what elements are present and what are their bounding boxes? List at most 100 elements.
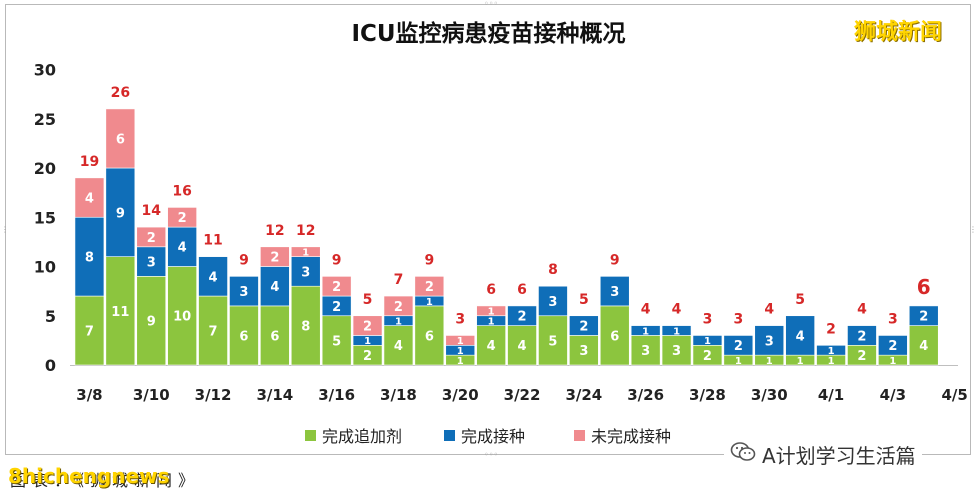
bar-segment xyxy=(785,315,815,356)
total-label: 5 xyxy=(795,292,805,308)
data-label: 1 xyxy=(673,326,680,337)
x-tick-label: 3/18 xyxy=(380,386,417,404)
total-label: 6 xyxy=(917,275,931,299)
footer-caption: 图表：《狮城新闻》 xyxy=(10,471,201,490)
total-label: 8 xyxy=(548,262,558,278)
data-label: 5 xyxy=(332,334,341,349)
bar-segment xyxy=(260,246,290,267)
data-label: 1 xyxy=(488,316,495,327)
data-label: 7 xyxy=(209,324,218,339)
legend-label: 完成接种 xyxy=(461,427,525,446)
watermark: A计划学习生活篇 xyxy=(724,440,922,468)
data-label: 2 xyxy=(332,300,341,315)
total-label: 11 xyxy=(203,233,222,249)
data-label: 1 xyxy=(457,336,464,347)
total-label: 4 xyxy=(641,302,651,318)
data-label: 2 xyxy=(270,251,279,266)
bar-segment xyxy=(445,335,476,346)
y-tick-label: 5 xyxy=(45,307,56,326)
data-label: 9 xyxy=(147,315,156,330)
data-label: 8 xyxy=(85,251,94,266)
footer-brand: 8hichengnews xyxy=(8,464,170,488)
data-label: 1 xyxy=(766,356,773,367)
data-label: 6 xyxy=(270,329,279,344)
bar-segment xyxy=(476,305,506,317)
bar-segment xyxy=(507,325,537,366)
data-label: 2 xyxy=(394,300,403,315)
total-label: 6 xyxy=(517,282,527,298)
bar-segment xyxy=(692,335,723,346)
data-label: 4 xyxy=(796,329,805,344)
bar-segment xyxy=(383,325,414,366)
x-tick-label: 3/30 xyxy=(751,386,788,404)
brand-logo-text: 狮城新闻 xyxy=(854,20,943,45)
y-tick-label: 25 xyxy=(34,110,56,129)
data-label: 2 xyxy=(518,310,527,325)
bar-segment xyxy=(136,226,167,248)
y-tick-label: 10 xyxy=(34,258,56,277)
bar-segment xyxy=(476,325,506,366)
resize-handle-bottom[interactable]: ◦◦◦ xyxy=(484,450,499,459)
data-label: 8 xyxy=(301,320,310,335)
data-label: 4 xyxy=(178,241,187,256)
data-label: 4 xyxy=(487,339,496,354)
resize-handle-top[interactable]: ◦◦◦ xyxy=(484,0,499,8)
total-label: 19 xyxy=(80,154,99,170)
bar-segment xyxy=(754,325,785,356)
bar-segment xyxy=(229,305,259,366)
data-label: 7 xyxy=(85,324,94,339)
wechat-icon xyxy=(730,441,756,468)
y-tick-label: 15 xyxy=(34,208,56,227)
y-tick-label: 20 xyxy=(34,159,56,178)
x-tick-label: 3/26 xyxy=(627,386,664,404)
bar-segment xyxy=(167,207,197,228)
bar-segment xyxy=(167,266,197,366)
total-label: 2 xyxy=(826,321,836,337)
data-label: 2 xyxy=(425,280,434,295)
bar-segment xyxy=(198,256,228,297)
total-label: 26 xyxy=(111,85,130,101)
x-tick-label: 3/28 xyxy=(689,386,726,404)
y-tick-label: 30 xyxy=(34,61,56,80)
data-label: 4 xyxy=(85,191,94,206)
bar-segment xyxy=(74,216,105,297)
bar-segment xyxy=(569,315,599,336)
bar-segment xyxy=(74,177,105,218)
bar-segment xyxy=(569,335,599,366)
data-label: 6 xyxy=(239,329,248,344)
data-label: 1 xyxy=(735,356,742,367)
x-tick-label: 3/14 xyxy=(256,386,293,404)
x-tick-label: 3/22 xyxy=(504,386,541,404)
data-label: 11 xyxy=(111,305,129,320)
bar-segment xyxy=(229,276,259,307)
bar-segment xyxy=(167,226,197,267)
y-tick-label: 0 xyxy=(45,356,56,375)
bar-segment xyxy=(105,256,136,366)
data-label: 6 xyxy=(610,329,619,344)
data-label: 1 xyxy=(302,248,309,259)
data-label: 3 xyxy=(239,285,248,300)
bar-segment xyxy=(105,108,136,169)
data-label: 3 xyxy=(641,344,650,359)
bar-segment xyxy=(290,246,321,257)
data-label: 1 xyxy=(889,356,896,367)
data-label: 1 xyxy=(828,346,835,357)
x-tick-label: 4/3 xyxy=(880,386,906,404)
bar-segment xyxy=(661,325,692,336)
resize-handle-left[interactable]: ⋮ xyxy=(1,225,9,234)
bar-segment xyxy=(352,315,383,336)
data-label: 6 xyxy=(116,132,125,147)
data-label: 10 xyxy=(173,310,191,325)
data-label: 1 xyxy=(426,297,433,308)
data-label: 3 xyxy=(579,344,588,359)
data-label: 2 xyxy=(332,280,341,295)
total-label: 4 xyxy=(764,302,774,318)
data-label: 4 xyxy=(919,339,928,354)
resize-handle-right[interactable]: ⋮ xyxy=(969,225,977,234)
bar-segment xyxy=(260,305,290,366)
bar-segment xyxy=(816,344,846,356)
data-label: 6 xyxy=(425,329,434,344)
bar-segment xyxy=(321,276,352,297)
bar-segment xyxy=(136,276,167,366)
